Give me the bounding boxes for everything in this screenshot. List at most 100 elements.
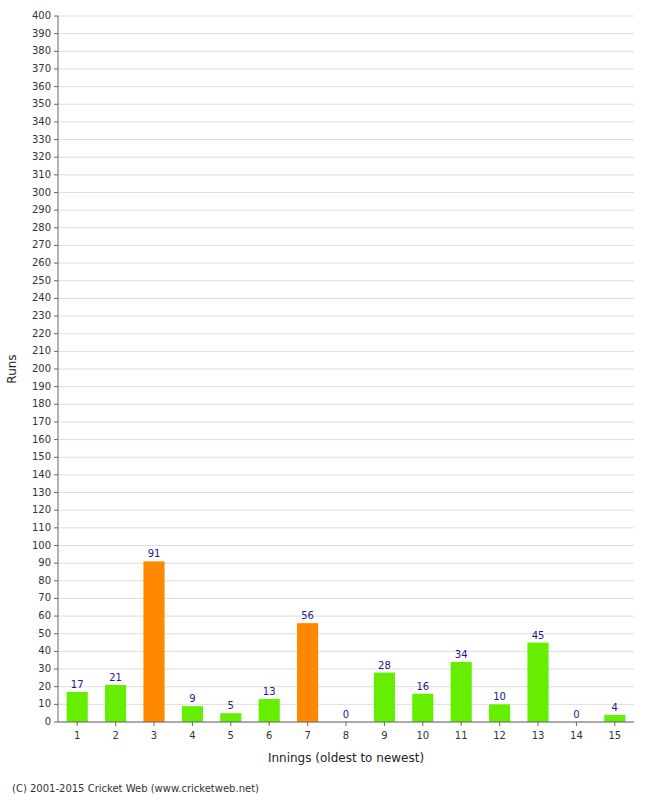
y-tick bbox=[54, 669, 58, 670]
y-tick-label: 240 bbox=[32, 292, 51, 303]
y-tick bbox=[54, 121, 58, 122]
data-labels: 1721919513560281634104504 bbox=[71, 548, 618, 720]
y-axis-label: Runs bbox=[5, 354, 19, 383]
y-tick bbox=[54, 298, 58, 299]
y-tick-label: 160 bbox=[32, 434, 51, 445]
y-tick-label: 340 bbox=[32, 116, 51, 127]
y-tick bbox=[54, 474, 58, 475]
y-tick-label: 70 bbox=[38, 592, 51, 603]
y-tick-label: 180 bbox=[32, 398, 51, 409]
y-tick bbox=[54, 369, 58, 370]
grid-line bbox=[58, 316, 634, 317]
x-tick-label: 11 bbox=[455, 730, 468, 741]
chart: 0102030405060708090100110120130140150160… bbox=[0, 0, 650, 800]
grid-line bbox=[58, 157, 634, 158]
y-tick bbox=[54, 227, 58, 228]
y-tick-label: 230 bbox=[32, 310, 51, 321]
y-tick-label: 110 bbox=[32, 522, 51, 533]
grid-line bbox=[58, 16, 634, 17]
y-tick bbox=[54, 51, 58, 52]
y-tick bbox=[54, 386, 58, 387]
y-tick bbox=[54, 527, 58, 528]
grid-line bbox=[58, 104, 634, 105]
data-label: 13 bbox=[263, 686, 276, 697]
grid-line bbox=[58, 545, 634, 546]
bars bbox=[67, 561, 626, 722]
data-label: 16 bbox=[416, 681, 429, 692]
bar bbox=[259, 699, 280, 722]
grid-line bbox=[58, 421, 634, 422]
y-tick bbox=[54, 351, 58, 352]
y-tick-label: 200 bbox=[32, 363, 51, 374]
x-tick-label: 3 bbox=[151, 730, 157, 741]
y-tick bbox=[54, 68, 58, 69]
y-tick-label: 50 bbox=[38, 628, 51, 639]
data-label: 34 bbox=[455, 649, 468, 660]
bar bbox=[527, 643, 548, 722]
y-tick-label: 380 bbox=[32, 45, 51, 56]
x-tick-label: 7 bbox=[304, 730, 310, 741]
x-tick-label: 10 bbox=[416, 730, 429, 741]
grid-line bbox=[58, 210, 634, 211]
grid-line bbox=[58, 404, 634, 405]
y-tick bbox=[54, 245, 58, 246]
bar bbox=[489, 704, 510, 722]
y-tick bbox=[54, 86, 58, 87]
y-tick bbox=[54, 651, 58, 652]
y-tick-label: 30 bbox=[38, 663, 51, 674]
grid-line bbox=[58, 192, 634, 193]
y-tick bbox=[54, 439, 58, 440]
data-label: 56 bbox=[301, 610, 314, 621]
y-tick bbox=[54, 263, 58, 264]
bar bbox=[105, 685, 126, 722]
y-tick-label: 290 bbox=[32, 204, 51, 215]
y-tick-label: 330 bbox=[32, 134, 51, 145]
y-tick-label: 300 bbox=[32, 187, 51, 198]
annotation: (C) 2001-2015 Cricket Web (www.cricketwe… bbox=[12, 783, 259, 794]
grid-line bbox=[58, 51, 634, 52]
grid-line bbox=[58, 263, 634, 264]
data-label: 0 bbox=[343, 709, 349, 720]
y-tick-label: 80 bbox=[38, 575, 51, 586]
x-tick bbox=[307, 722, 308, 726]
grid-line bbox=[58, 439, 634, 440]
x-tick-label: 4 bbox=[189, 730, 195, 741]
y-tick-label: 370 bbox=[32, 63, 51, 74]
y-tick-label: 390 bbox=[32, 28, 51, 39]
bar bbox=[220, 713, 241, 722]
y-tick-label: 400 bbox=[32, 10, 51, 21]
x-tick-label: 15 bbox=[608, 730, 621, 741]
bar bbox=[297, 623, 318, 722]
grid-line bbox=[58, 227, 634, 228]
bar bbox=[67, 692, 88, 722]
data-label: 9 bbox=[189, 693, 195, 704]
y-tick-label: 170 bbox=[32, 416, 51, 427]
y-tick bbox=[54, 404, 58, 405]
x-tick bbox=[461, 722, 462, 726]
grid-line bbox=[58, 245, 634, 246]
x-tick-label: 12 bbox=[493, 730, 506, 741]
chart-container: 0102030405060708090100110120130140150160… bbox=[0, 0, 650, 800]
grid-line bbox=[58, 492, 634, 493]
bar bbox=[182, 706, 203, 722]
data-label: 28 bbox=[378, 660, 391, 671]
x-tick bbox=[538, 722, 539, 726]
y-tick bbox=[54, 174, 58, 175]
x-tick-label: 8 bbox=[343, 730, 349, 741]
x-tick bbox=[499, 722, 500, 726]
y-tick-label: 150 bbox=[32, 451, 51, 462]
grid-line bbox=[58, 369, 634, 370]
bar bbox=[451, 662, 472, 722]
y-tick-label: 210 bbox=[32, 345, 51, 356]
x-tick bbox=[422, 722, 423, 726]
y-tick bbox=[54, 333, 58, 334]
y-tick bbox=[54, 722, 58, 723]
y-tick bbox=[54, 457, 58, 458]
x-tick bbox=[269, 722, 270, 726]
x-axis-label: Innings (oldest to newest) bbox=[268, 751, 424, 765]
grid-line bbox=[58, 510, 634, 511]
y-tick bbox=[54, 510, 58, 511]
x-tick bbox=[154, 722, 155, 726]
y-tick-label: 190 bbox=[32, 381, 51, 392]
y-tick bbox=[54, 33, 58, 34]
